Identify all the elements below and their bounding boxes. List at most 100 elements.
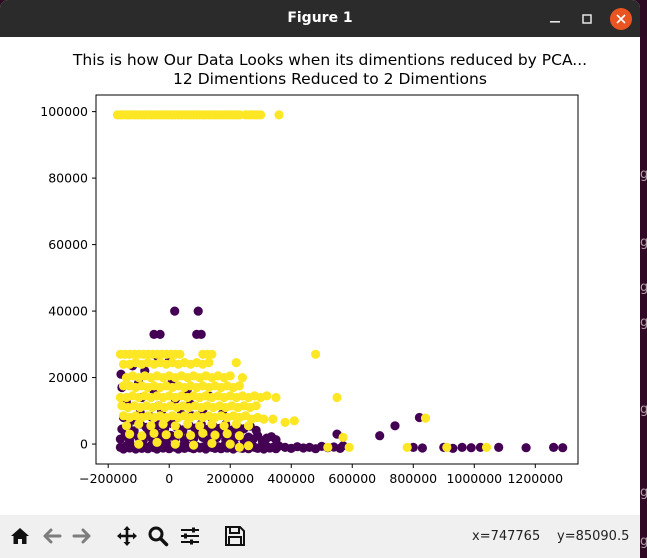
maximize-button[interactable]: [576, 8, 598, 30]
scatter-point-0-139: [155, 329, 165, 339]
scatter-point-1-220: [134, 439, 144, 449]
scatter-point-1-211: [137, 431, 147, 441]
scatter-plot[interactable]: This is how Our Data Looks when its dime…: [0, 37, 640, 515]
scatter-point-1-99: [225, 371, 235, 381]
scatter-point-1-207: [219, 421, 229, 431]
scatter-point-1-230: [344, 442, 354, 452]
arrow-right-icon: [72, 528, 91, 544]
background-glyph: g: [640, 485, 647, 500]
scatter-point-1-199: [121, 421, 132, 431]
axes-frame: [95, 94, 579, 465]
scatter-point-1-205: [195, 421, 205, 431]
scatter-point-0-163: [466, 443, 476, 453]
close-icon: [616, 14, 626, 24]
scatter-point-1-194: [259, 414, 269, 424]
close-button[interactable]: [610, 8, 632, 30]
scatter-point-1-233: [481, 442, 492, 452]
background-glyph: g: [640, 235, 647, 250]
scatter-point-1-198: [420, 413, 431, 423]
scatter-point-1-231: [402, 442, 412, 452]
scatter-point-1-196: [280, 417, 290, 427]
floppy-disk-icon: [225, 526, 245, 546]
y-tick-label: 0: [80, 437, 88, 452]
save-button[interactable]: [223, 524, 247, 548]
magnifier-icon: [148, 526, 169, 547]
scatter-point-1-200: [134, 419, 144, 429]
scatter-point-1-232: [442, 442, 452, 452]
scatter-point-1-46: [256, 110, 266, 120]
scatter-point-1-146: [271, 392, 281, 403]
y-coordinate-readout: y=85090.5: [557, 529, 630, 544]
home-button[interactable]: [8, 524, 32, 548]
scatter-point-1-221: [152, 437, 162, 447]
configure-subplots-button[interactable]: [178, 524, 202, 548]
window-title: Figure 1: [287, 10, 353, 26]
scatter-point-0-166: [521, 443, 531, 453]
scatter-point-1-223: [189, 440, 199, 450]
scatter-point-0-55: [125, 436, 135, 446]
scatter-point-0-142: [196, 329, 206, 339]
zoom-button[interactable]: [146, 524, 170, 548]
axes-layer: −200000 0 200000 400000 600000 800000 1000000 1…: [40, 94, 579, 486]
points-layer: [112, 110, 568, 454]
maximize-icon: [582, 14, 592, 24]
scatter-point-1-216: [198, 428, 208, 438]
scatter-point-1-212: [149, 428, 159, 438]
scatter-point-1-206: [207, 419, 217, 429]
background-glyph: g: [640, 280, 647, 295]
chart-title: This is how Our Data Looks when its dime…: [72, 51, 587, 69]
pan-button[interactable]: [115, 524, 139, 548]
scatter-point-1-229: [338, 432, 348, 442]
x-tick-label: 1200000: [507, 471, 563, 486]
move-icon: [117, 526, 137, 546]
scatter-point-1-80: [204, 358, 214, 368]
sliders-icon: [181, 527, 199, 545]
scatter-point-1-209: [243, 421, 254, 431]
background-glyph: g: [640, 534, 647, 549]
scatter-point-1-210: [125, 429, 135, 439]
scatter-point-1-227: [243, 441, 254, 451]
scatter-point-1-64: [207, 349, 217, 359]
x-tick-label: 1000000: [446, 471, 502, 486]
scatter-point-1-47: [274, 110, 284, 120]
scatter-point-1-120: [234, 381, 244, 391]
y-tick-label: 40000: [48, 304, 88, 319]
minimize-icon: [550, 21, 560, 23]
x-tick-label: 400000: [267, 471, 315, 486]
x-coordinate-readout: x=747765: [472, 529, 541, 544]
background-glyph: g: [640, 402, 647, 417]
scatter-point-1-201: [146, 421, 156, 431]
scatter-point-1-217: [210, 430, 220, 440]
scatter-point-0-157: [390, 421, 400, 431]
minimize-button[interactable]: [544, 8, 566, 30]
back-button[interactable]: [40, 524, 64, 548]
scatter-point-1-214: [173, 429, 183, 439]
title-bar[interactable]: Figure 1: [0, 0, 640, 37]
scatter-point-0-87: [271, 435, 281, 445]
scatter-point-1-208: [231, 419, 241, 429]
navigation-toolbar: x=747765 y=85090.5: [0, 515, 640, 558]
x-tick-label: 200000: [206, 471, 254, 486]
scatter-point-0-156: [375, 431, 385, 441]
scatter-point-0-167: [549, 442, 559, 452]
scatter-point-1-204: [182, 419, 193, 429]
scatter-point-1-228: [323, 442, 333, 452]
scatter-point-1-203: [170, 421, 180, 431]
scatter-point-1-226: [234, 442, 244, 452]
scatter-point-1-202: [158, 419, 168, 429]
y-tick-label: 100000: [40, 104, 88, 119]
x-tick-label: 600000: [328, 471, 376, 486]
scatter-point-1-145: [262, 391, 272, 401]
figure-canvas[interactable]: This is how Our Data Looks when its dime…: [0, 37, 640, 515]
scatter-point-1-219: [234, 431, 244, 441]
scatter-point-1-61: [175, 349, 185, 359]
desktop-background-strip: g g g g g g g: [640, 37, 647, 558]
x-tick-label: 0: [165, 471, 173, 486]
y-tick-label: 60000: [48, 237, 88, 252]
forward-button[interactable]: [70, 524, 94, 548]
y-tick-label: 80000: [48, 171, 88, 186]
scatter-point-1-195: [268, 414, 278, 424]
scatter-point-1-170: [251, 401, 261, 411]
scatter-point-0-110: [251, 425, 261, 435]
